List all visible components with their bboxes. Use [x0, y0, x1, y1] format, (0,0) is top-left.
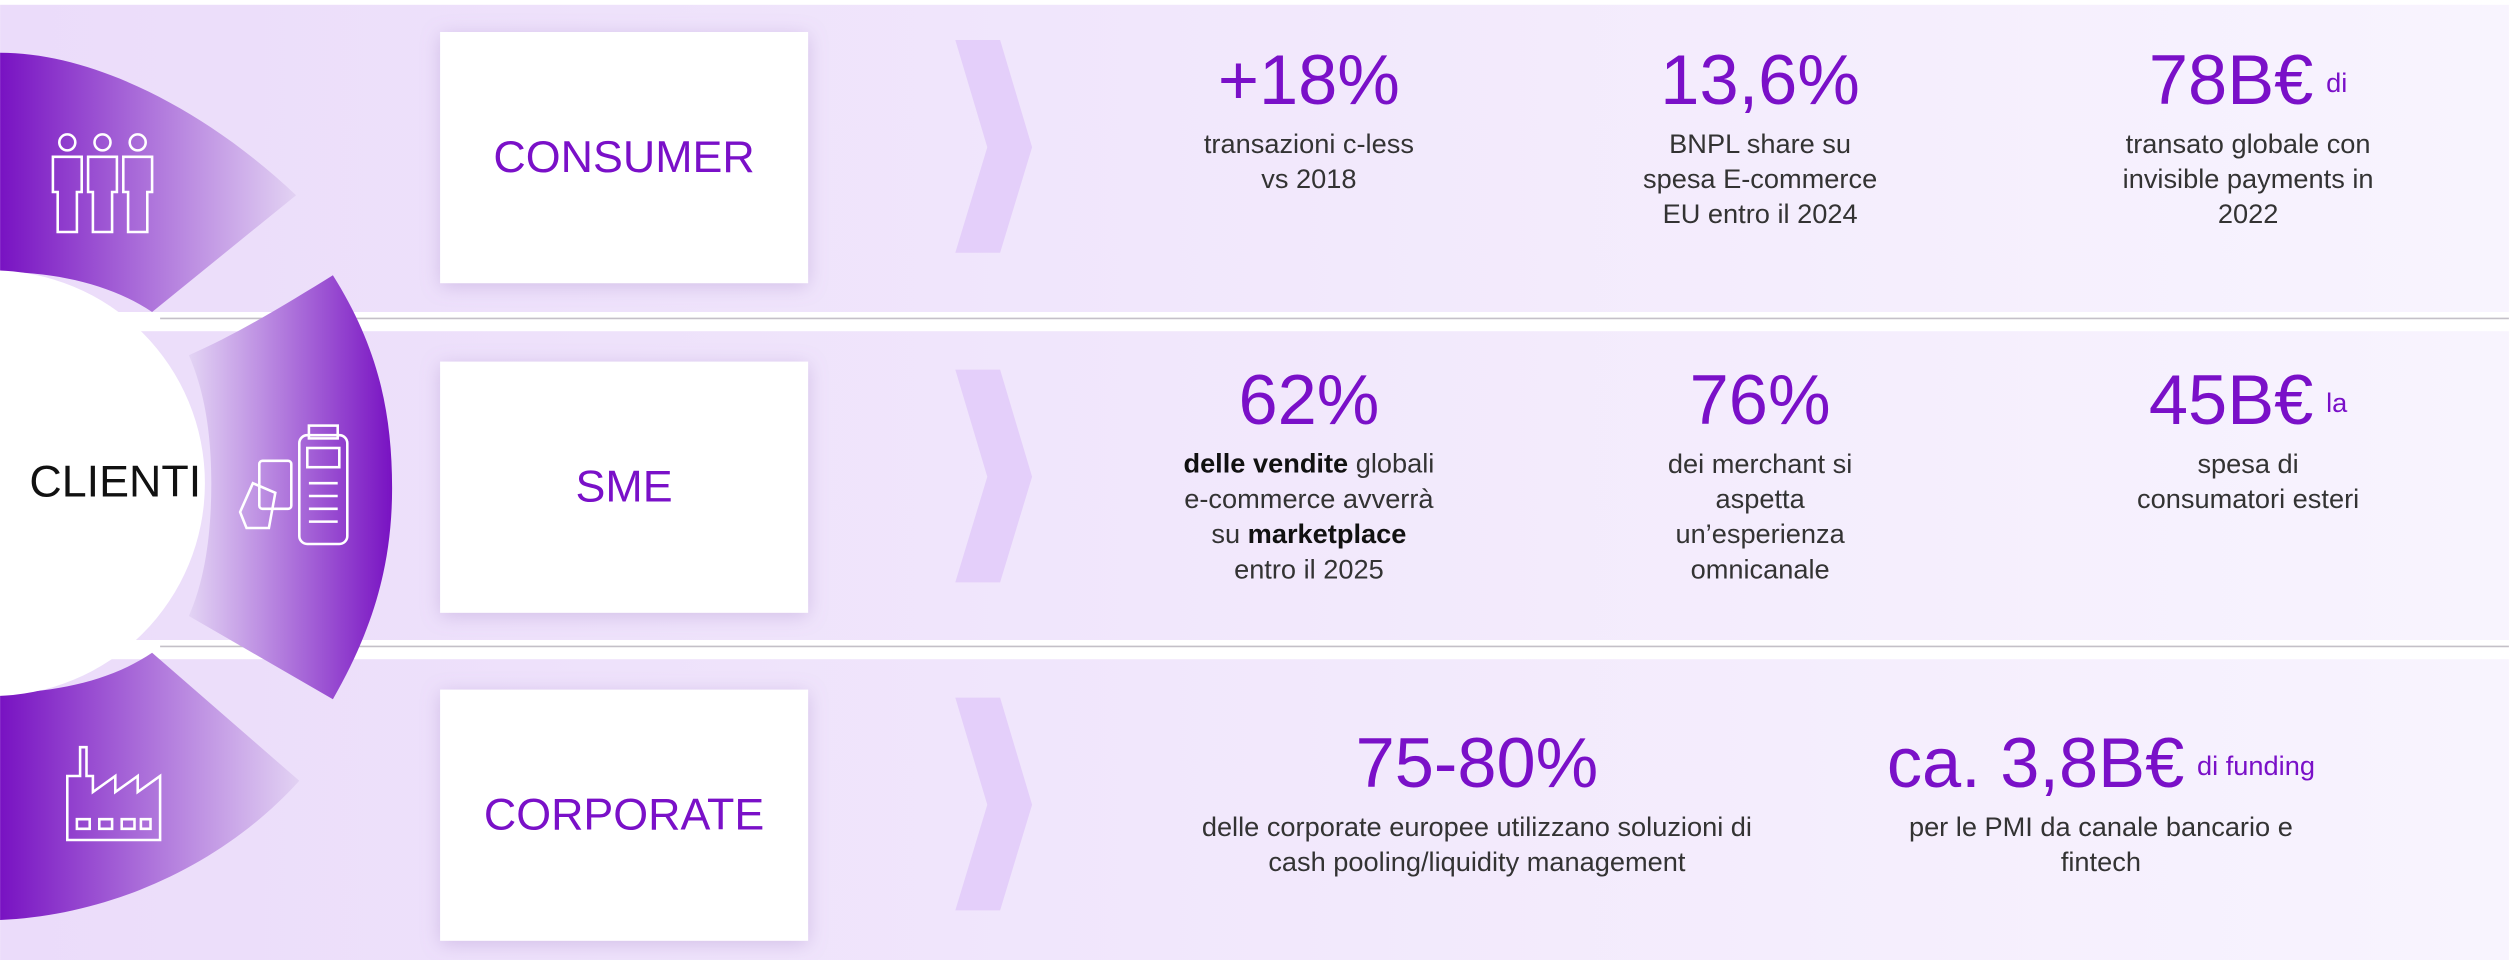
stat-value: 45B€ la	[2149, 359, 2348, 438]
stat-description: dei merchant si	[1668, 448, 1852, 479]
stat-description: spesa di	[2197, 448, 2298, 479]
stat-description: su marketplace	[1211, 518, 1406, 549]
people-icon	[51, 133, 154, 234]
segment-shape	[0, 52, 297, 313]
chevron	[955, 697, 1033, 911]
stat-description: transato globale con	[2126, 128, 2371, 159]
stat-number: 76%	[1690, 359, 1831, 438]
row-background	[0, 331, 2509, 640]
stat-description: fintech	[2061, 846, 2141, 877]
segment-label: SME	[576, 461, 673, 511]
stat-value: +18%	[1218, 39, 1400, 118]
pos-icon	[238, 424, 349, 546]
stat-description: aspetta	[1716, 483, 1806, 514]
stat-description: un’esperienza	[1675, 518, 1845, 549]
stat-description: per le PMI da canale bancario e	[1909, 811, 2293, 842]
stat-description: 2022	[2218, 198, 2278, 229]
stat-description: consumatori esteri	[2137, 483, 2359, 514]
stat-description: vs 2018	[1261, 163, 1356, 194]
segment-label: CONSUMER	[493, 132, 754, 182]
stat-description: EU entro il 2024	[1663, 198, 1858, 229]
label-box	[440, 689, 809, 941]
chevron	[955, 369, 1033, 583]
stat-value: 75-80%	[1356, 723, 1599, 802]
stat-suffix: di funding	[2197, 750, 2315, 781]
stat-number: 75-80%	[1356, 723, 1599, 802]
segment-label: CORPORATE	[484, 789, 764, 839]
stat-description: BNPL share su	[1669, 128, 1851, 159]
center-circle	[0, 270, 205, 696]
stat-suffix: la	[2326, 387, 2348, 418]
label-box	[440, 32, 809, 284]
stat-suffix: di	[2326, 67, 2347, 98]
stat-description: e-commerce avverrà	[1184, 483, 1434, 514]
description-run: globali	[1348, 448, 1434, 479]
row-background	[0, 659, 2509, 960]
row-background	[0, 4, 2509, 313]
stat-value: 62%	[1238, 359, 1379, 438]
stat-number: 13,6%	[1660, 39, 1860, 118]
stat-number: 45B€	[2149, 359, 2313, 438]
stat-description: spesa E-commerce	[1643, 163, 1877, 194]
stat-number: ca. 3,8B€	[1887, 723, 2184, 802]
stat-description: transazioni c-less	[1204, 128, 1414, 159]
stat-number: 62%	[1238, 359, 1379, 438]
stat-value: ca. 3,8B€ di funding	[1887, 723, 2315, 802]
stat-description: delle vendite globali	[1183, 448, 1434, 479]
stat-number: +18%	[1218, 39, 1400, 118]
label-box	[440, 361, 809, 613]
chevron	[955, 40, 1033, 253]
stat-description: delle corporate europee utilizzano soluz…	[1202, 811, 1752, 842]
description-run: marketplace	[1248, 518, 1407, 549]
center-label: CLIENTI	[29, 457, 201, 507]
stat-description: entro il 2025	[1234, 553, 1384, 584]
stat-value: 76%	[1690, 359, 1831, 438]
stat-value: 78B€ di	[2149, 39, 2347, 118]
stat-value: 13,6%	[1660, 39, 1860, 118]
stat-description: cash pooling/liquidity management	[1268, 846, 1686, 877]
description-run: su	[1211, 518, 1247, 549]
stat-description: invisible payments in	[2123, 163, 2374, 194]
stat-number: 78B€	[2149, 39, 2313, 118]
stat-description: omnicanale	[1691, 553, 1830, 584]
factory-icon	[66, 745, 162, 842]
description-run: delle vendite	[1183, 448, 1348, 479]
segment-shape	[0, 652, 300, 920]
